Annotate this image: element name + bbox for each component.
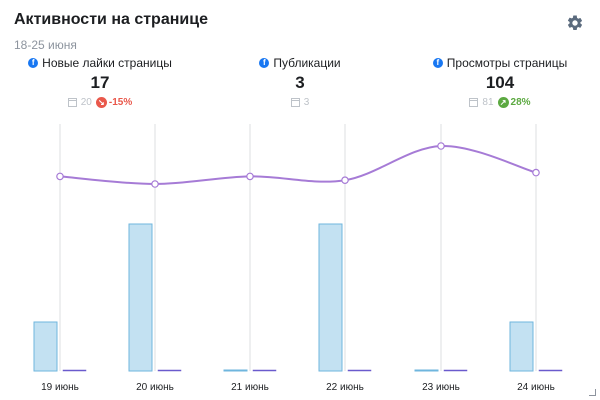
line-point: [341, 176, 349, 185]
metric-label: Публикации: [273, 56, 341, 70]
bar: [33, 321, 58, 372]
line-point: [532, 168, 540, 177]
x-tick-label: 24 июнь: [517, 382, 555, 393]
line-point: [437, 142, 445, 150]
calendar-icon: [290, 97, 300, 107]
facebook-icon: f: [259, 58, 270, 68]
bar: [128, 223, 153, 372]
line-point: [151, 180, 159, 188]
facebook-icon: f: [28, 58, 39, 68]
calendar-icon: [67, 97, 77, 107]
x-tick-label: 23 июнь: [422, 382, 460, 393]
x-tick-label: 19 июнь: [41, 382, 79, 393]
bar: [347, 369, 372, 372]
metric-page-views: f Просмотры страницы 104 81 ↗ 28%: [410, 55, 590, 109]
x-tick-label: 21 июнь: [231, 382, 269, 393]
metric-value: 17: [90, 73, 110, 92]
date-range: 18-25 июня: [14, 38, 77, 52]
page-title: Активности на странице: [14, 11, 208, 28]
series-line: [59, 144, 537, 186]
facebook-icon: f: [432, 58, 443, 68]
x-tick-label: 22 июнь: [326, 382, 364, 393]
bar: [157, 369, 182, 372]
bar: [223, 369, 248, 372]
gear-icon[interactable]: [566, 14, 584, 32]
line-point: [246, 172, 254, 181]
metric-value: 104: [485, 73, 515, 92]
trend-up-icon: ↗: [497, 96, 509, 108]
resize-handle[interactable]: [589, 389, 596, 396]
bar: [62, 369, 87, 372]
calendar-icon: [469, 97, 479, 107]
metric-value: 3: [295, 73, 305, 92]
metric-change-negative: ↘ -15%: [95, 96, 133, 108]
metric-previous: 20: [80, 96, 92, 108]
metric-previous: 3: [303, 96, 310, 108]
line-point: [56, 172, 64, 181]
bar: [443, 369, 468, 372]
bar: [509, 321, 534, 372]
metric-change-positive: ↗ 28%: [497, 96, 531, 108]
bar: [538, 369, 563, 372]
bar: [318, 223, 343, 372]
metric-new-likes: f Новые лайки страницы 17 20 ↘ -15%: [10, 55, 190, 109]
x-tick-label: 20 июнь: [136, 382, 174, 393]
metric-publications: f Публикации 3 3: [210, 55, 390, 109]
bar: [414, 369, 439, 372]
trend-down-icon: ↘: [95, 96, 107, 108]
metric-previous: 81: [482, 96, 494, 108]
bar: [252, 369, 277, 372]
metric-label: Новые лайки страницы: [42, 56, 172, 70]
metric-change: -15%: [108, 96, 133, 108]
metric-label: Просмотры страницы: [446, 56, 568, 70]
metric-change: 28%: [510, 96, 531, 108]
